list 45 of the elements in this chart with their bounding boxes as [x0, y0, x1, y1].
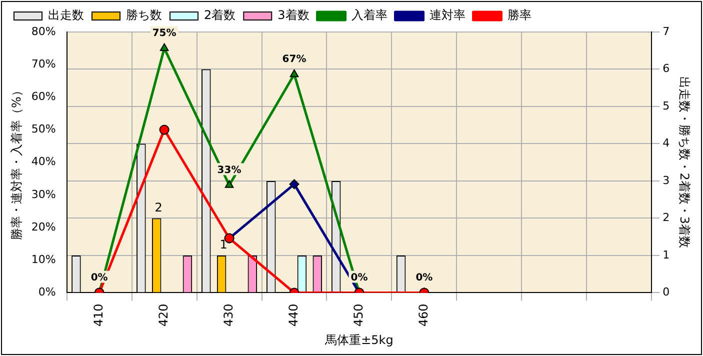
- x-tick-label: 440: [286, 304, 300, 327]
- y2-tick-label: 4: [662, 136, 670, 150]
- data-label: 67%: [282, 54, 306, 65]
- x-tick-label: 420: [156, 304, 170, 327]
- y-tick-label: 40%: [31, 155, 56, 168]
- y2-tick-label: 5: [662, 99, 670, 112]
- y-tick-label: 80%: [31, 24, 56, 38]
- y2-tick-label: 3: [662, 174, 670, 187]
- legend-label: 勝率: [507, 8, 532, 22]
- legend-label: 入着率: [351, 8, 388, 22]
- data-label: 0%: [90, 272, 108, 284]
- x-tick-label: 450: [351, 304, 366, 327]
- point: [160, 43, 169, 52]
- x-tick-label: 430: [221, 304, 236, 327]
- y-axis-title: 勝率・連対率・入着率（%）: [9, 84, 24, 240]
- legend-label: 2着数: [204, 8, 236, 22]
- y2-tick-label: 7: [662, 24, 670, 38]
- x-axis-title: 馬体重±5kg: [324, 332, 394, 347]
- y-tick-label: 50%: [31, 122, 56, 136]
- y-tick-label: 20%: [31, 220, 56, 234]
- y2-tick-label: 6: [662, 62, 670, 76]
- y-tick-label: 30%: [31, 188, 56, 201]
- data-label: 33%: [217, 164, 242, 176]
- legend-label: 3着数: [278, 8, 310, 22]
- y-tick-label: 60%: [31, 90, 56, 104]
- data-label: 0%: [416, 272, 433, 284]
- point: [224, 180, 234, 188]
- y-tick-label: 10%: [31, 252, 56, 266]
- legend-label: 出走数: [48, 8, 84, 22]
- y2-axis-title: 出走数・勝ち数・2着数・3着数: [678, 76, 692, 248]
- data-label: 0%: [350, 272, 368, 284]
- y2-tick-label: 0: [662, 286, 670, 299]
- legend-label: 連対率: [429, 8, 466, 22]
- x-tick-label: 460: [416, 304, 430, 327]
- point: [159, 124, 170, 135]
- data-label: 1: [220, 238, 228, 252]
- y-tick-label: 0%: [38, 286, 56, 299]
- y-tick-label: 70%: [31, 57, 56, 70]
- x-tick-label: 410: [91, 304, 106, 327]
- data-label: 2: [154, 200, 162, 214]
- y2-tick-label: 2: [662, 211, 670, 224]
- point: [290, 69, 299, 78]
- y2-tick-label: 1: [662, 248, 670, 262]
- legend-label: 勝ち数: [126, 8, 162, 22]
- data-label: 75%: [152, 28, 176, 39]
